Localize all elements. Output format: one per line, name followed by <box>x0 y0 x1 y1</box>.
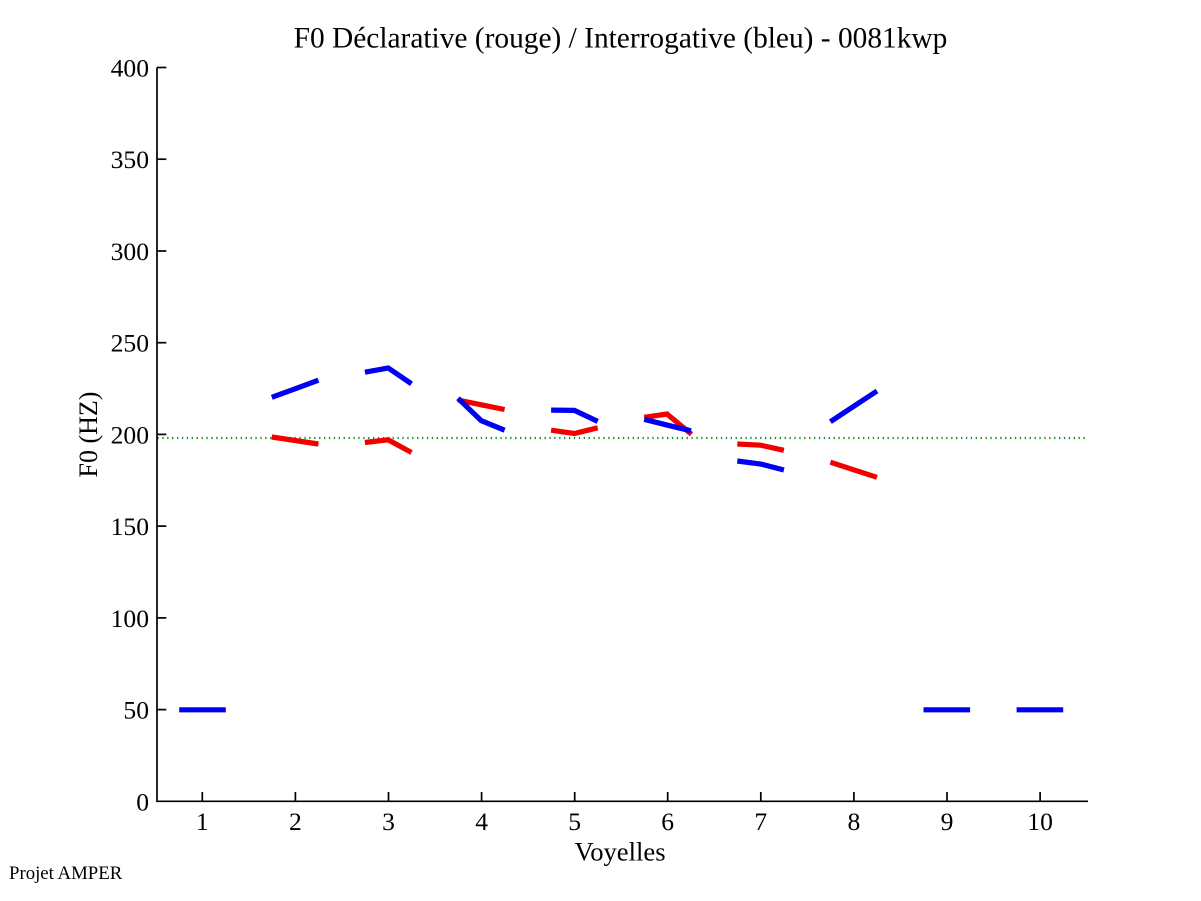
svg-text:10: 10 <box>1027 807 1053 836</box>
svg-text:5: 5 <box>568 807 581 836</box>
svg-text:300: 300 <box>111 237 149 266</box>
svg-text:0: 0 <box>136 787 149 816</box>
svg-text:Projet AMPER: Projet AMPER <box>9 863 123 884</box>
svg-text:1: 1 <box>196 807 209 836</box>
svg-text:250: 250 <box>111 329 149 358</box>
svg-text:Voyelles: Voyelles <box>574 837 665 867</box>
svg-text:F0 (HZ): F0 (HZ) <box>74 392 103 478</box>
svg-text:4: 4 <box>475 807 488 836</box>
svg-text:6: 6 <box>661 807 674 836</box>
svg-text:8: 8 <box>848 807 861 836</box>
svg-text:150: 150 <box>111 512 149 541</box>
svg-text:2: 2 <box>289 807 302 836</box>
svg-text:7: 7 <box>754 807 767 836</box>
svg-text:9: 9 <box>941 807 954 836</box>
svg-text:400: 400 <box>111 54 149 83</box>
svg-text:50: 50 <box>123 696 149 725</box>
svg-text:200: 200 <box>111 420 149 449</box>
svg-text:350: 350 <box>111 145 149 174</box>
svg-text:3: 3 <box>382 807 395 836</box>
svg-text:100: 100 <box>111 604 149 633</box>
svg-text:F0 Déclarative (rouge) / Inter: F0 Déclarative (rouge) / Interrogative (… <box>294 23 948 55</box>
